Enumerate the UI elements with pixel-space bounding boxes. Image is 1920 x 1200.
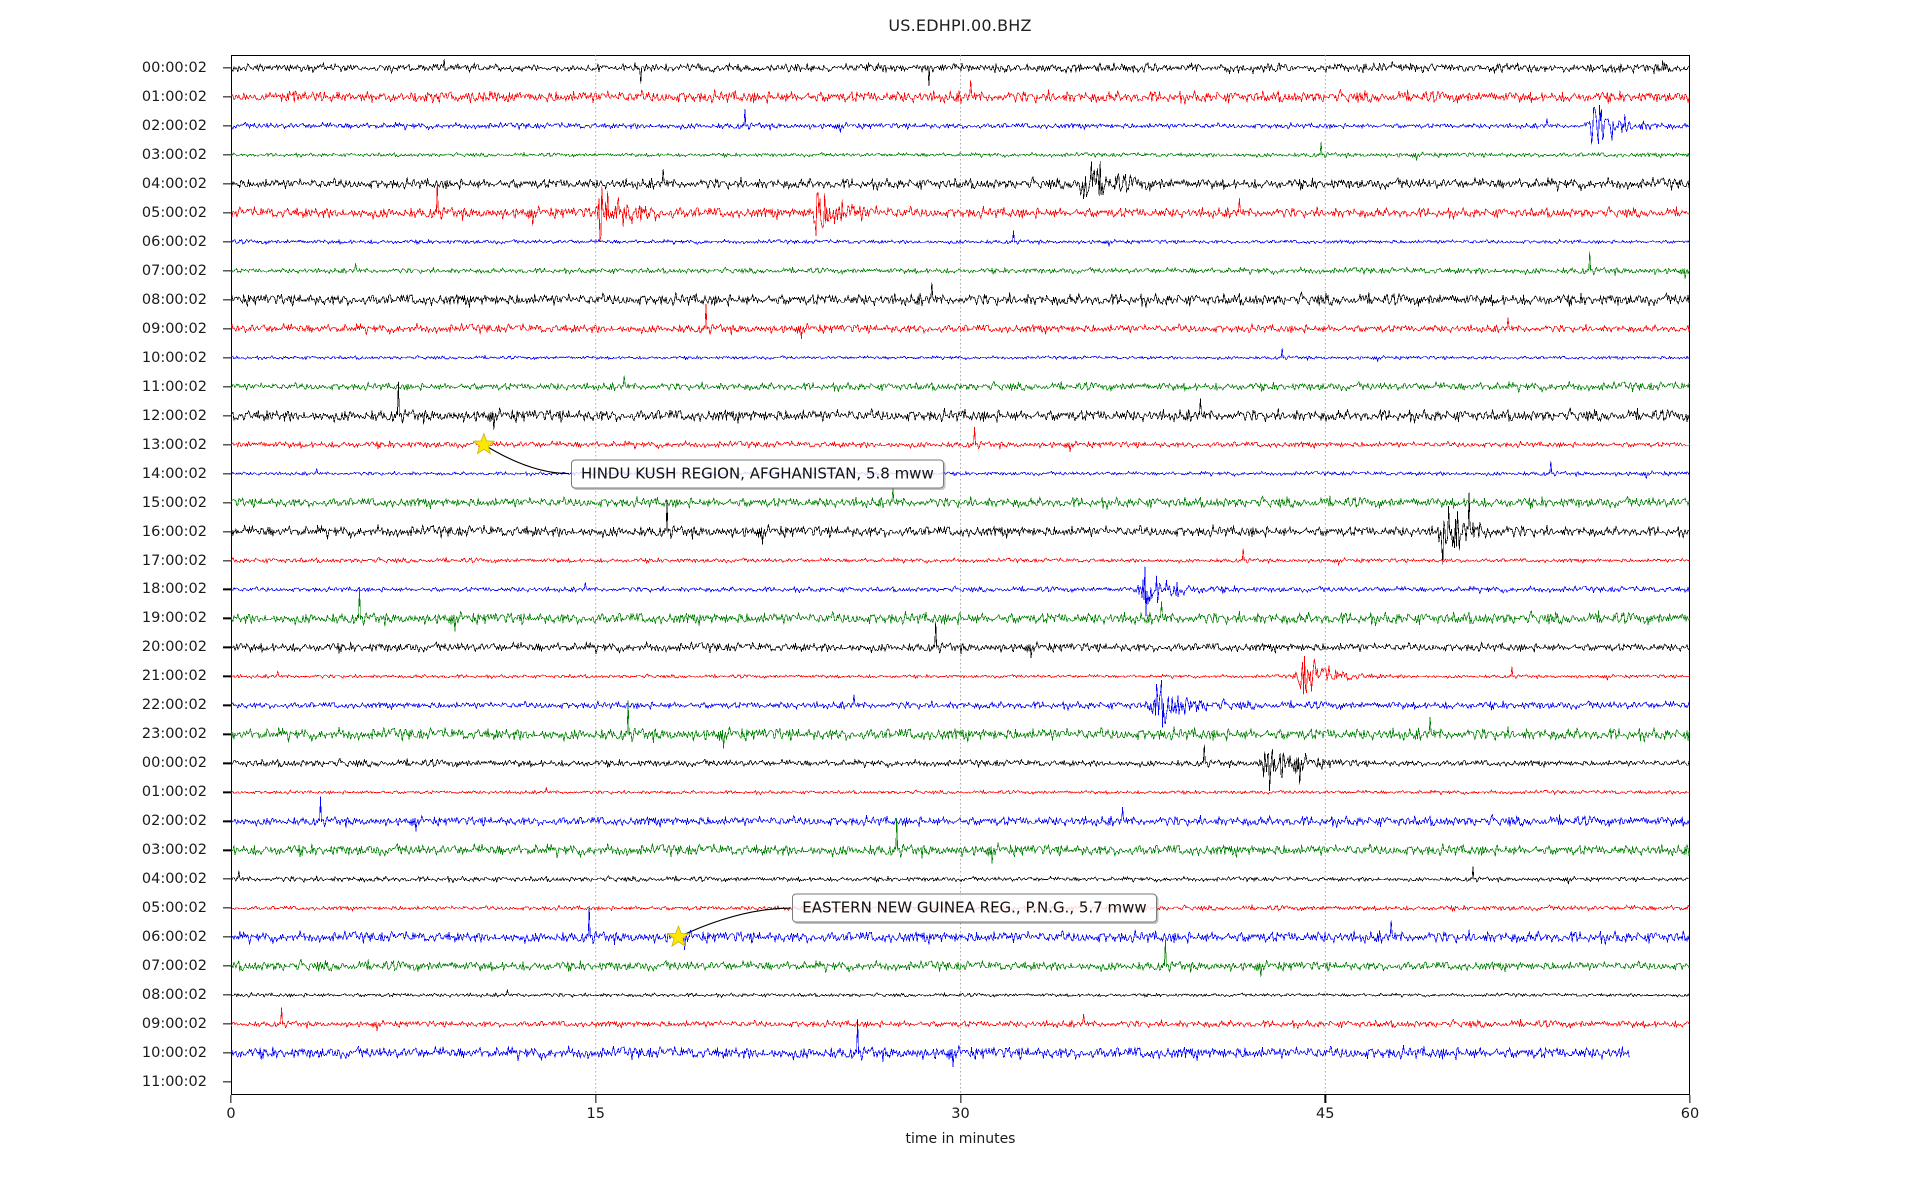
x-tick-label-4: 60 bbox=[1680, 1106, 1700, 1122]
annotation-event-eastern-new-guinea[interactable]: EASTERN NEW GUINEA REG., P.N.G., 5.7 mww bbox=[792, 893, 1157, 923]
y-axis-labels: 00:00:02 01:00:02 02:00:02 03:00:02 04:00:02… bbox=[0, 55, 231, 1095]
y-tick-label-30: 06:00:02 bbox=[141, 929, 207, 946]
y-tick-label-32: 08:00:02 bbox=[141, 987, 207, 1004]
y-tick-mark-13 bbox=[223, 443, 231, 446]
y-tick-label-27: 03:00:02 bbox=[141, 842, 207, 859]
y-tick-label-6: 06:00:02 bbox=[141, 233, 207, 250]
y-tick-label-31: 07:00:02 bbox=[141, 958, 207, 975]
y-tick-mark-14 bbox=[223, 472, 231, 475]
y-tick-mark-3 bbox=[223, 154, 231, 156]
y-tick-label-10: 10:00:02 bbox=[141, 349, 207, 366]
y-tick-label-26: 02:00:02 bbox=[141, 813, 207, 830]
y-tick-mark-23 bbox=[223, 733, 231, 735]
y-tick-label-17: 17:00:02 bbox=[141, 552, 207, 569]
y-tick-mark-2 bbox=[223, 125, 231, 127]
y-tick-label-12: 12:00:02 bbox=[141, 407, 207, 424]
y-tick-mark-32 bbox=[223, 994, 231, 996]
y-tick-label-22: 22:00:02 bbox=[141, 697, 207, 714]
y-tick-mark-9 bbox=[223, 328, 231, 330]
y-tick-mark-26 bbox=[223, 820, 231, 822]
x-tick-label-2: 30 bbox=[951, 1106, 970, 1122]
y-tick-label-3: 03:00:02 bbox=[141, 146, 207, 163]
y-tick-label-18: 18:00:02 bbox=[141, 581, 207, 598]
y-tick-mark-1 bbox=[223, 96, 231, 98]
y-tick-label-25: 01:00:02 bbox=[141, 784, 207, 801]
y-tick-label-24: 00:00:02 bbox=[141, 755, 207, 772]
y-tick-mark-28 bbox=[223, 878, 231, 880]
x-tick-mark-2 bbox=[959, 1095, 962, 1103]
y-tick-mark-34 bbox=[223, 1052, 231, 1054]
y-tick-mark-0 bbox=[223, 67, 231, 69]
x-tick-label-3: 45 bbox=[1316, 1106, 1335, 1122]
y-tick-label-14: 14:00:02 bbox=[141, 465, 207, 482]
y-tick-label-9: 09:00:02 bbox=[141, 320, 207, 337]
y-tick-label-35: 11:00:02 bbox=[141, 1074, 207, 1090]
page-title: US.EDHPI.00.BHZ bbox=[888, 16, 1032, 35]
y-tick-label-21: 21:00:02 bbox=[141, 668, 207, 685]
y-tick-mark-12 bbox=[223, 415, 231, 417]
y-tick-mark-8 bbox=[223, 299, 231, 301]
x-tick-mark-4 bbox=[1689, 1095, 1691, 1103]
y-tick-mark-25 bbox=[223, 791, 231, 793]
y-tick-label-28: 04:00:02 bbox=[141, 871, 207, 888]
x-axis-title: time in minutes bbox=[905, 1131, 1016, 1147]
y-tick-mark-15 bbox=[223, 501, 231, 504]
y-tick-label-20: 20:00:02 bbox=[141, 639, 207, 656]
y-tick-label-8: 08:00:02 bbox=[141, 291, 207, 308]
y-tick-mark-24 bbox=[223, 762, 231, 764]
y-tick-mark-11 bbox=[223, 386, 231, 388]
y-tick-label-29: 05:00:02 bbox=[141, 900, 207, 917]
y-tick-mark-35 bbox=[223, 1081, 231, 1083]
y-tick-label-5: 05:00:02 bbox=[141, 204, 207, 221]
y-tick-mark-29 bbox=[223, 907, 231, 909]
y-tick-mark-33 bbox=[223, 1023, 231, 1025]
x-tick-label-0: 0 bbox=[226, 1106, 236, 1122]
plot-frame bbox=[231, 55, 1690, 1095]
y-tick-label-2: 02:00:02 bbox=[141, 117, 207, 134]
y-tick-mark-7 bbox=[223, 270, 231, 272]
y-tick-label-15: 15:00:02 bbox=[141, 494, 207, 511]
y-tick-mark-19 bbox=[223, 617, 231, 620]
y-tick-label-1: 01:00:02 bbox=[141, 88, 207, 105]
y-tick-mark-30 bbox=[223, 936, 231, 938]
y-tick-mark-6 bbox=[223, 241, 231, 243]
y-tick-mark-17 bbox=[223, 559, 231, 562]
y-tick-mark-27 bbox=[223, 849, 231, 851]
y-tick-label-23: 23:00:02 bbox=[141, 726, 207, 743]
y-tick-label-7: 07:00:02 bbox=[141, 262, 207, 279]
y-tick-label-11: 11:00:02 bbox=[141, 378, 207, 395]
y-tick-mark-16 bbox=[223, 530, 231, 533]
y-tick-mark-20 bbox=[223, 646, 231, 649]
y-tick-mark-22 bbox=[223, 704, 231, 707]
y-tick-label-4: 04:00:02 bbox=[141, 175, 207, 192]
x-axis-labels: 0 15 30 45 60 bbox=[226, 1095, 1699, 1135]
y-tick-label-16: 16:00:02 bbox=[141, 523, 207, 540]
y-tick-mark-18 bbox=[223, 588, 231, 591]
y-tick-mark-4 bbox=[223, 183, 231, 185]
y-tick-label-34: 10:00:02 bbox=[141, 1045, 207, 1062]
y-tick-label-0: 00:00:02 bbox=[141, 60, 207, 76]
y-tick-label-33: 09:00:02 bbox=[141, 1016, 207, 1033]
y-tick-mark-10 bbox=[223, 357, 231, 359]
x-tick-label-1: 15 bbox=[586, 1106, 605, 1122]
y-tick-label-19: 19:00:02 bbox=[141, 610, 207, 627]
y-tick-mark-5 bbox=[223, 212, 231, 214]
y-tick-mark-31 bbox=[223, 965, 231, 967]
y-tick-label-13: 13:00:02 bbox=[141, 436, 207, 453]
y-tick-mark-21 bbox=[223, 675, 231, 678]
x-tick-mark-1 bbox=[595, 1095, 597, 1103]
annotation-event-hindu-kush[interactable]: HINDU KUSH REGION, AFGHANISTAN, 5.8 mww bbox=[571, 459, 944, 489]
x-tick-mark-3 bbox=[1324, 1095, 1326, 1103]
x-tick-mark-0 bbox=[230, 1095, 232, 1103]
